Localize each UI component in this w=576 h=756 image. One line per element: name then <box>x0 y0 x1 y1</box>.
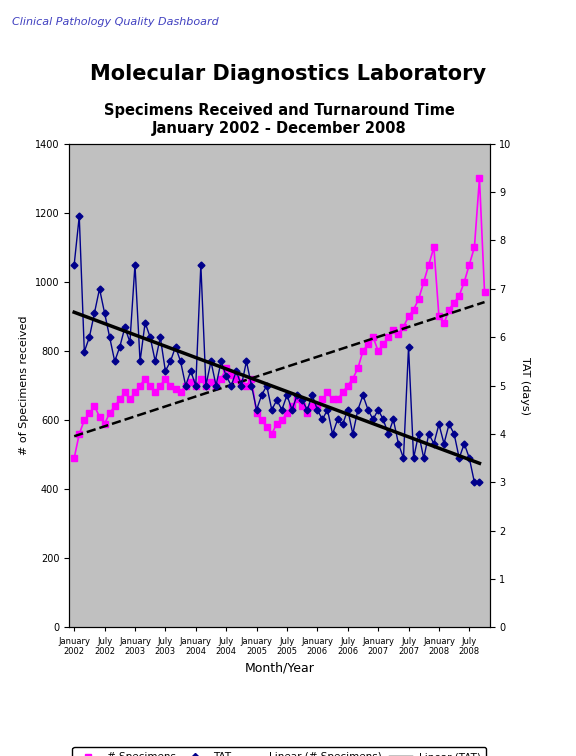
Text: Clinical Pathology Quality Dashboard: Clinical Pathology Quality Dashboard <box>12 17 218 26</box>
Text: Molecular Diagnostics Laboratory: Molecular Diagnostics Laboratory <box>90 64 486 84</box>
X-axis label: Month/Year: Month/Year <box>244 662 314 674</box>
Legend: # Specimens, TAT, Linear (# Specimens), Linear (TAT): # Specimens, TAT, Linear (# Specimens), … <box>73 747 486 756</box>
Title: Specimens Received and Turnaround Time
January 2002 - December 2008: Specimens Received and Turnaround Time J… <box>104 103 455 135</box>
Y-axis label: TAT (days): TAT (days) <box>520 357 530 414</box>
Y-axis label: # of Specimens received: # of Specimens received <box>19 316 29 455</box>
